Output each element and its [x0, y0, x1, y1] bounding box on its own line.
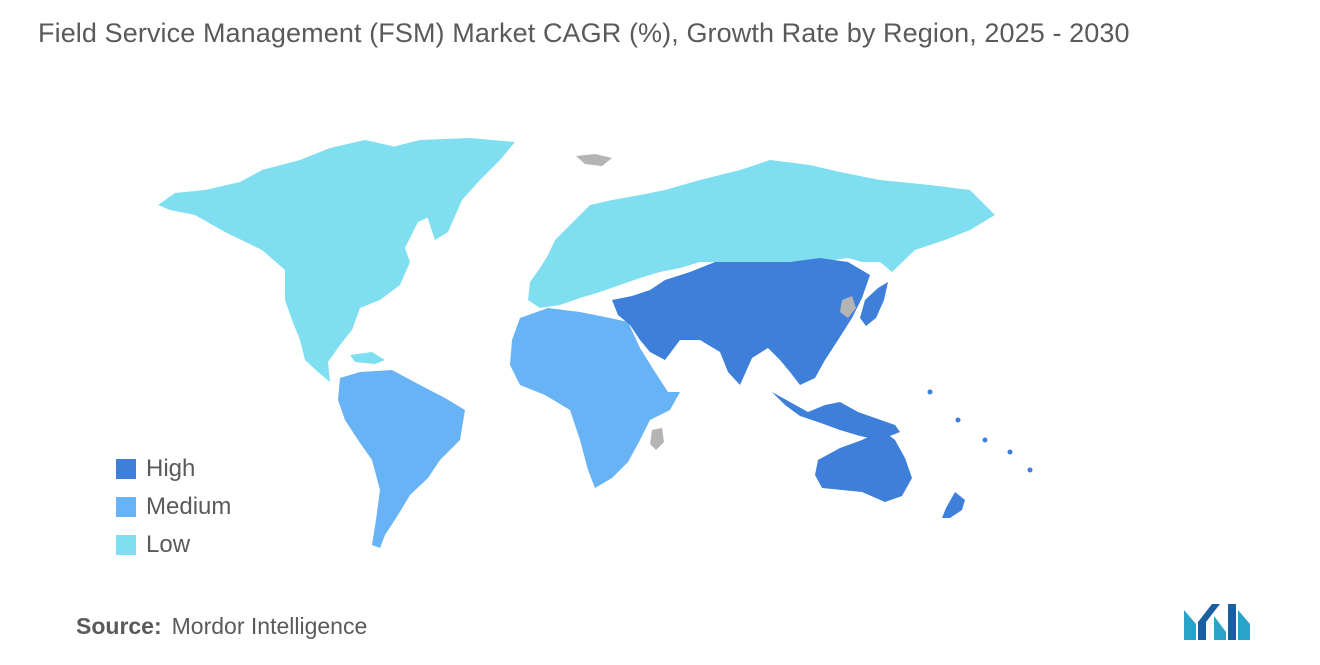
region-svalbard — [576, 154, 612, 166]
region-japan — [860, 282, 888, 326]
source-label: Source: — [76, 613, 162, 639]
source-attribution: Source: Mordor Intelligence — [76, 613, 367, 640]
region-europe-russia — [528, 160, 995, 308]
region-southeast-asia — [772, 392, 900, 440]
legend-label-medium: Medium — [146, 493, 232, 520]
legend-item-medium: Medium — [116, 488, 231, 526]
legend: High Medium Low — [116, 450, 231, 564]
pacific-islands — [927, 389, 1033, 473]
legend-item-low: Low — [116, 526, 231, 564]
region-asia — [612, 258, 870, 385]
region-new-zealand — [942, 492, 965, 518]
region-australia — [815, 430, 912, 502]
region-north-america — [158, 140, 452, 382]
legend-swatch-high — [116, 459, 136, 479]
region-caribbean — [350, 352, 385, 364]
region-africa — [510, 308, 680, 488]
chart-title: Field Service Management (FSM) Market CA… — [38, 18, 1130, 48]
region-greenland — [380, 138, 515, 240]
region-south-america — [338, 370, 465, 548]
legend-label-low: Low — [146, 531, 191, 558]
region-madagascar — [650, 428, 664, 450]
legend-label-high: High — [146, 455, 196, 482]
mordor-intelligence-logo — [1184, 604, 1250, 640]
legend-item-high: High — [116, 450, 231, 488]
legend-swatch-medium — [116, 497, 136, 517]
source-value: Mordor Intelligence — [171, 613, 368, 639]
legend-swatch-low — [116, 535, 136, 555]
region-korea — [840, 296, 856, 318]
